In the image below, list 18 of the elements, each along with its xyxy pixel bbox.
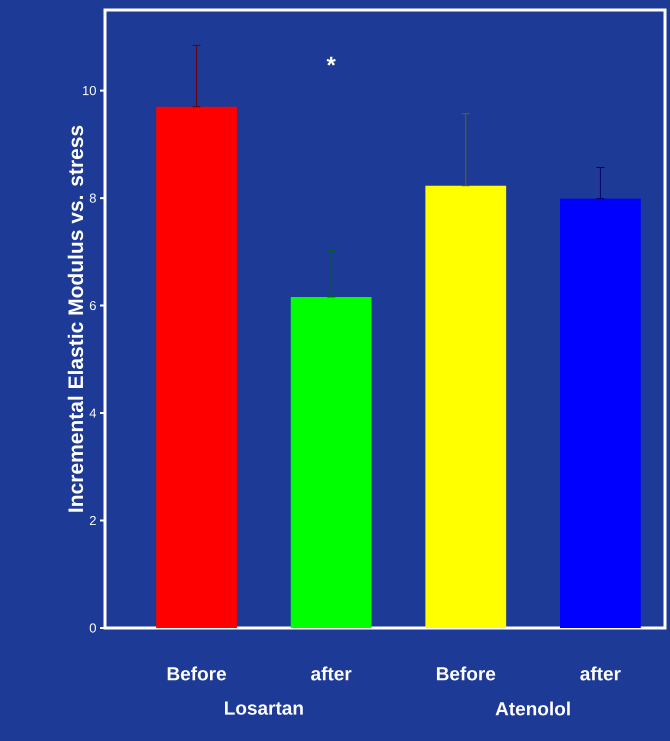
bar: [560, 198, 641, 628]
x-tick-label: after: [580, 666, 621, 680]
x-tick-label: Before: [436, 666, 496, 680]
annotation: *: [326, 56, 336, 66]
bar: [156, 106, 237, 628]
y-tick-label: 0: [90, 623, 96, 633]
y-tick-label: 10: [82, 86, 96, 96]
y-tick-label: 6: [90, 300, 96, 310]
x-tick-label: Before: [168, 666, 226, 680]
y-tick-label: 4: [90, 408, 96, 418]
y-tick-label: 8: [90, 193, 96, 203]
text: Atenolol: [496, 702, 570, 716]
bar: [425, 186, 506, 628]
bar: [290, 296, 372, 628]
y-tick-label: 2: [90, 516, 96, 526]
x-tick-label: after: [311, 666, 352, 680]
text: Losartan: [225, 702, 303, 715]
y-axis-title: Incremental Elastic Modulus vs. stress: [68, 126, 84, 512]
